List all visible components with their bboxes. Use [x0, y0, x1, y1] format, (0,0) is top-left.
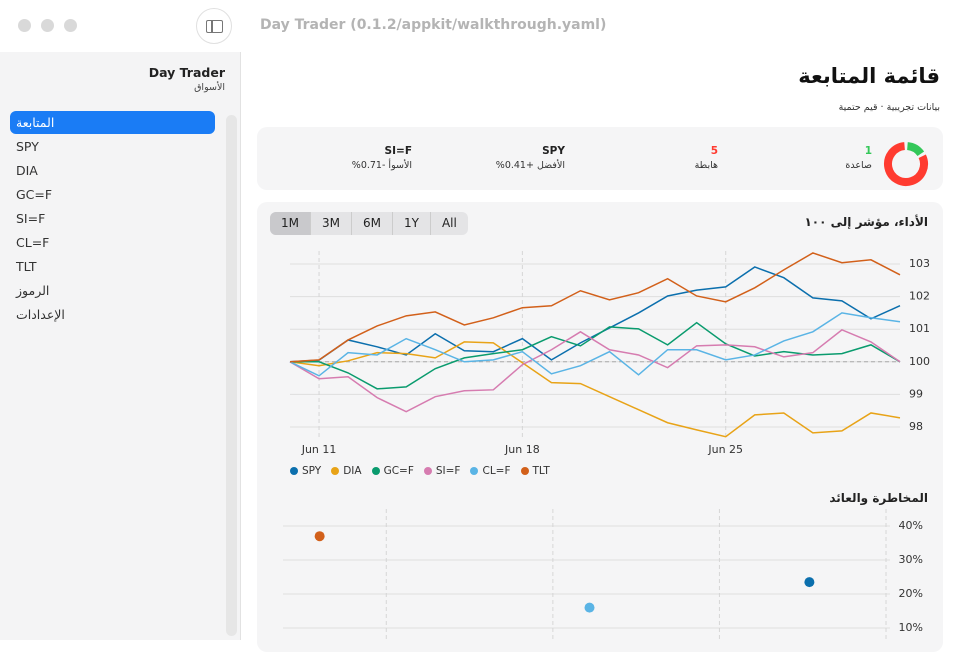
legend-swatch: [290, 467, 298, 475]
series-line: [289, 266, 901, 363]
sidebar-item[interactable]: DIA: [16, 163, 38, 178]
sidebar-item[interactable]: الإعدادات: [16, 307, 65, 322]
y-tick-label: 101: [909, 322, 930, 335]
x-tick-label: Jun 25: [707, 443, 743, 456]
y-tick-label: 102: [909, 290, 930, 303]
legend-item: CL=F: [470, 465, 511, 477]
legend-swatch: [520, 467, 529, 475]
legend-swatch: [423, 467, 432, 475]
scatter-point: [584, 602, 595, 613]
sidebar-title: Day Trader: [148, 65, 225, 80]
series-line: [289, 328, 901, 413]
close-button[interactable]: [18, 19, 31, 32]
sidebar-subtitle: الأسواق: [194, 82, 225, 93]
sidebar-toggle[interactable]: [196, 8, 232, 44]
sidebar-item[interactable]: CL=F: [16, 235, 50, 250]
y-tick-label: 30%: [899, 553, 923, 566]
down-count: 5: [710, 145, 718, 157]
series-line: [290, 321, 901, 390]
series-line: [289, 252, 901, 363]
down-label: هابطة: [694, 160, 718, 171]
range-button[interactable]: 1M: [270, 212, 311, 235]
range-control: 1M 3M 6M 1Y All: [270, 212, 468, 235]
legend-swatch: [371, 467, 380, 475]
sidebar-item[interactable]: GC=F: [16, 187, 53, 202]
legend-swatch: [331, 467, 340, 475]
donut-up: [906, 142, 925, 157]
range-button[interactable]: All: [441, 216, 457, 230]
legend-item: GC=F: [371, 465, 414, 477]
sidebar-item[interactable]: TLT: [16, 259, 37, 274]
scatter-point: [314, 531, 325, 542]
y-tick-label: 98: [909, 420, 923, 433]
range-button[interactable]: 6M: [352, 212, 393, 235]
legend-swatch: [470, 467, 479, 475]
worst-symbol: SI=F: [384, 145, 412, 157]
x-tick-label: Jun 11: [301, 443, 337, 456]
range-button[interactable]: 1Y: [393, 212, 431, 235]
legend-item: DIA: [331, 465, 362, 477]
legend-label: SI=F: [435, 465, 461, 477]
worst-label: الأسوأ -0.71%: [351, 160, 412, 171]
minimize-button[interactable]: [41, 19, 54, 32]
best-label: الأفضل +0.41%: [495, 160, 565, 171]
y-tick-label: 99: [909, 387, 923, 400]
sidebar-item[interactable]: SPY: [16, 139, 39, 154]
window-title: Day Trader (0.1.2/appkit/walkthrough.yam…: [260, 17, 607, 33]
legend-item: TLT: [520, 465, 550, 477]
title-bar: Day Trader (0.1.2/appkit/walkthrough.yam…: [0, 0, 960, 52]
y-tick-label: 10%: [899, 621, 923, 634]
legend-label: TLT: [532, 465, 550, 477]
series-line: [289, 312, 901, 377]
legend-label: CL=F: [482, 465, 511, 477]
legend: SPY DIA GC=F SI=F CL=F TLT: [290, 465, 550, 477]
up-count: 1: [864, 145, 872, 157]
y-tick-label: 20%: [899, 587, 923, 600]
scrollbar[interactable]: [226, 115, 237, 636]
line-chart-title: الأداء، مؤشر إلى ١٠٠: [804, 215, 928, 229]
sidebar-item[interactable]: المتابعة: [10, 111, 215, 134]
legend-label: GC=F: [383, 465, 414, 477]
y-tick-label: 100: [909, 355, 930, 368]
x-tick-label: Jun 18: [504, 443, 540, 456]
legend-label: DIA: [343, 465, 362, 477]
legend-item: SI=F: [423, 465, 461, 477]
best-symbol: SPY: [542, 145, 565, 157]
summary-card: [257, 127, 943, 190]
sidebar-item[interactable]: الرموز: [16, 283, 50, 298]
page-subtitle: بيانات تجريبية · قيم حتمية: [838, 102, 940, 113]
zoom-button[interactable]: [64, 19, 77, 32]
scatter-point: [804, 577, 815, 588]
sidebar: Day Trader الأسواق المتابعة SPY DIA GC=F SI=…: [0, 52, 241, 640]
donut-down: [884, 142, 928, 186]
scatter-title: المخاطرة والعائد: [829, 491, 928, 505]
y-tick-label: 103: [909, 257, 930, 270]
up-label: صاعدة: [845, 160, 872, 171]
legend-item: SPY: [290, 465, 321, 477]
range-button[interactable]: 3M: [311, 212, 352, 235]
legend-label: SPY: [302, 465, 322, 477]
sidebar-item[interactable]: SI=F: [16, 211, 46, 226]
series-line: [289, 341, 901, 438]
page-title: قائمة المتابعة: [798, 64, 940, 88]
y-tick-label: 40%: [899, 519, 923, 532]
